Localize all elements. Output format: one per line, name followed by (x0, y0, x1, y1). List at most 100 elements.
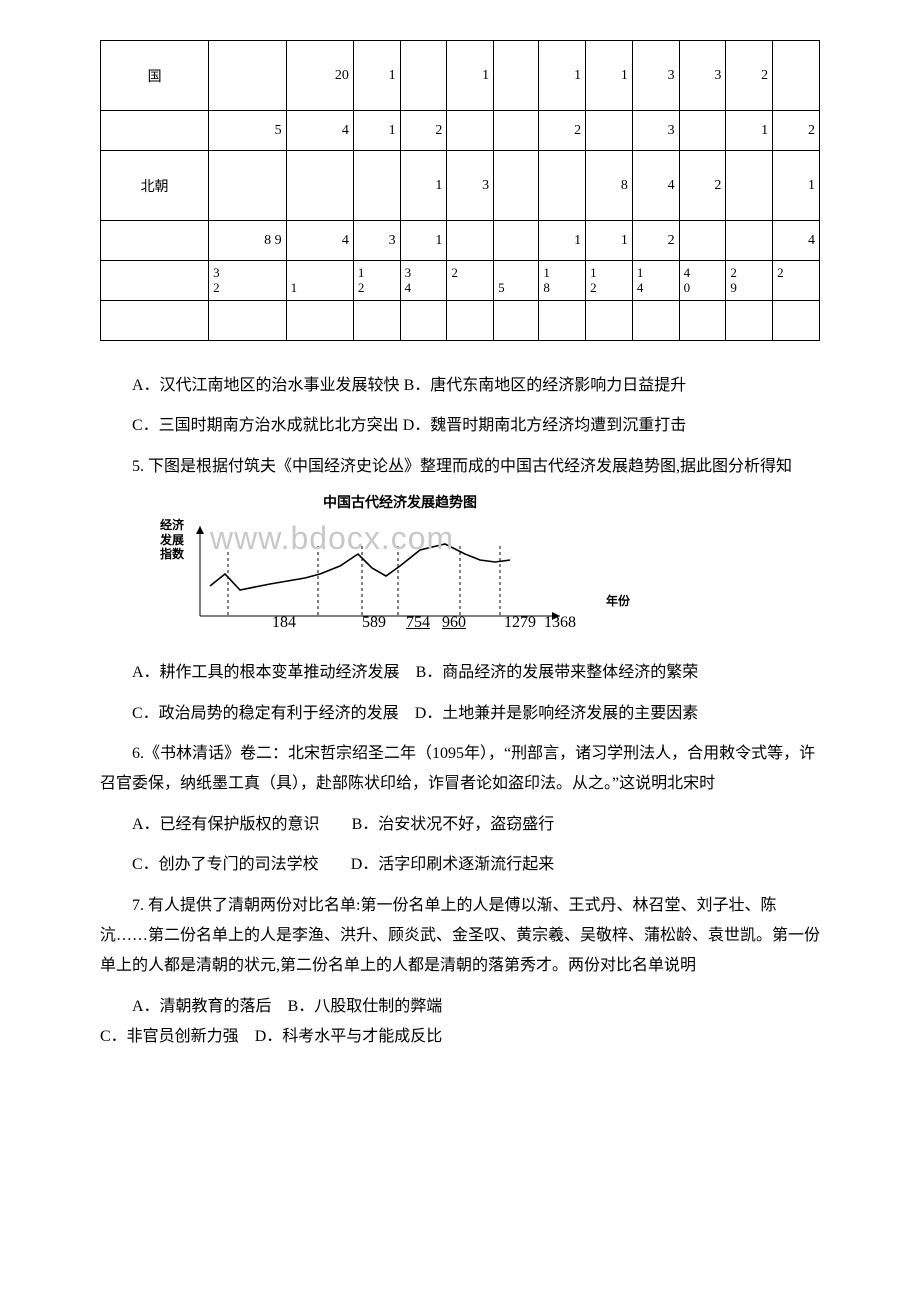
table-cell: 2 9 (726, 261, 773, 301)
chart-title: 中国古代经济发展趋势图 (160, 492, 640, 512)
table-cell (400, 41, 447, 111)
table-cell: 2 (773, 261, 820, 301)
table-cell: 1 (539, 41, 586, 111)
table-cell (586, 111, 633, 151)
q4-options-line1: A．汉代江南地区的治水事业发展较快 B．唐代东南地区的经济影响力日益提升 (100, 371, 820, 401)
table-cell: 3 (632, 111, 679, 151)
table-cell: 2 (632, 221, 679, 261)
q7-options-line2: C．非官员创新力强 D．科考水平与才能成反比 (100, 1022, 820, 1052)
table-cell: 1 (400, 151, 447, 221)
table-cell (447, 111, 494, 151)
q4-opt-a: A．汉代江南地区的治水事业发展较快 (132, 377, 400, 394)
table-cell (773, 41, 820, 111)
table-cell (101, 301, 209, 341)
table-cell: 8 9 (209, 221, 286, 261)
q6-opt-a: A．已经有保护版权的意识 (132, 816, 320, 833)
chart-xtick: 184 (272, 614, 296, 632)
table-cell: 5 (494, 261, 539, 301)
table-cell: 1 (586, 221, 633, 261)
table-cell (773, 301, 820, 341)
table-cell: 4 (286, 111, 353, 151)
table-cell: 2 (679, 151, 726, 221)
table-cell (209, 151, 286, 221)
table-cell (286, 301, 353, 341)
q6-opt-c: C．创办了专门的司法学校 (132, 856, 319, 873)
table-cell: 2 (447, 261, 494, 301)
table-cell: 1 (773, 151, 820, 221)
table-cell: 5 (209, 111, 286, 151)
q5-opt-a: A．耕作工具的根本变革推动经济发展 (132, 664, 400, 681)
table-cell: 2 (539, 111, 586, 151)
table-cell (209, 301, 286, 341)
table-cell: 3 (447, 151, 494, 221)
table-cell (209, 41, 286, 111)
chart-xtick: 589 (362, 614, 386, 632)
q4-opt-b: B．唐代东南地区的经济影响力日益提升 (404, 377, 687, 394)
table-cell: 3 2 (209, 261, 286, 301)
q5-options-line2: C．政治局势的稳定有利于经济的发展 D．土地兼并是影响经济发展的主要因素 (100, 699, 820, 729)
chart-xtick: 1279 (504, 614, 536, 632)
table-cell (632, 301, 679, 341)
table-cell: 4 (632, 151, 679, 221)
table-cell: 1 (447, 41, 494, 111)
table-cell (447, 221, 494, 261)
table-cell (286, 151, 353, 221)
table-cell (101, 111, 209, 151)
table-cell: 1 (726, 111, 773, 151)
table-cell: 2 (773, 111, 820, 151)
q7-opt-b: B．八股取仕制的弊端 (288, 998, 443, 1015)
table-cell (679, 221, 726, 261)
table-cell (679, 111, 726, 151)
table-cell: 1 (539, 221, 586, 261)
table-cell: 4 0 (679, 261, 726, 301)
table-cell (726, 301, 773, 341)
q5-opt-c: C．政治局势的稳定有利于经济的发展 (132, 705, 399, 722)
table-cell (679, 301, 726, 341)
table-cell (494, 301, 539, 341)
table-cell: 1 (586, 41, 633, 111)
table-cell: 1 2 (586, 261, 633, 301)
q5-opt-d: D．土地兼并是影响经济发展的主要因素 (415, 705, 699, 722)
chart-xtick: 1368 (544, 614, 576, 632)
q7-stem: 7. 有人提供了清朝两份对比名单:第一份名单上的人是傅以渐、王式丹、林召堂、刘子… (100, 891, 820, 982)
table-cell: 3 4 (400, 261, 447, 301)
q6-options-line2: C．创办了专门的司法学校 D．活字印刷术逐渐流行起来 (100, 850, 820, 880)
table-cell (726, 151, 773, 221)
q5-opt-b: B．商品经济的发展带来整体经济的繁荣 (416, 664, 699, 681)
table-cell (101, 261, 209, 301)
chart-x-axis-label: 年份 (606, 592, 630, 609)
chart-xtick: 754 (406, 614, 430, 632)
q6-stem: 6.《书林清话》卷二：北宋哲宗绍圣二年（1095年），“刑部言，诸习学刑法人，合… (100, 739, 820, 800)
table-cell (494, 221, 539, 261)
table-cell (494, 41, 539, 111)
chart-xtick: 960 (442, 614, 466, 632)
table-cell: 国 (101, 41, 209, 111)
table-cell (494, 111, 539, 151)
table-cell: 2 (400, 111, 447, 151)
table-cell: 8 (586, 151, 633, 221)
table-cell: 1 8 (539, 261, 586, 301)
table-cell: 4 (773, 221, 820, 261)
table-cell (101, 221, 209, 261)
q4-opt-d: D．魏晋时期南北方经济均遭到沉重打击 (403, 417, 687, 434)
q7-opt-d: D．科考水平与才能成反比 (255, 1028, 443, 1045)
table-cell (726, 221, 773, 261)
table-cell (586, 301, 633, 341)
table-cell: 1 4 (632, 261, 679, 301)
table-cell: 1 (286, 261, 353, 301)
table-cell: 1 2 (353, 261, 400, 301)
chart-y-axis-label: 经济 发展 指数 (160, 518, 184, 561)
table-cell: 1 (353, 41, 400, 111)
table-cell: 2 (726, 41, 773, 111)
table-cell: 3 (679, 41, 726, 111)
q7-opt-a: A．清朝教育的落后 (132, 998, 272, 1015)
q5-stem: 5. 下图是根据付筑夫《中国经济史论丛》整理而成的中国古代经济发展趋势图,据此图… (100, 452, 820, 482)
table-cell: 北朝 (101, 151, 209, 221)
table-cell (539, 301, 586, 341)
table-cell (400, 301, 447, 341)
table-cell (353, 301, 400, 341)
table-cell: 1 (353, 111, 400, 151)
q6-options-line1: A．已经有保护版权的意识 B．治安状况不好，盗窃盛行 (100, 810, 820, 840)
table-cell (353, 151, 400, 221)
table-cell (447, 301, 494, 341)
